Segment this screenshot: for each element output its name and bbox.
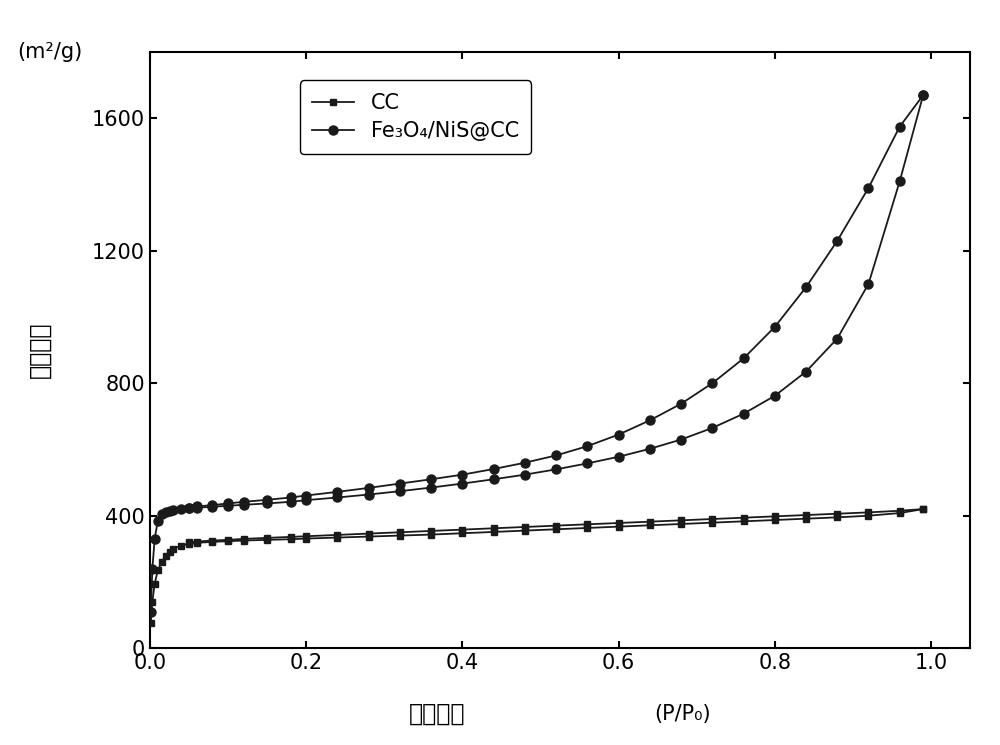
CC: [146, 597, 158, 606]
Legend: CC, Fe₃O₄/NiS@CC: CC, Fe₃O₄/NiS@CC: [300, 80, 531, 153]
Fe₃O₄/NiS@CC: [738, 409, 750, 418]
CC: [164, 548, 176, 557]
CC: [191, 539, 203, 548]
CC: [145, 619, 157, 628]
Fe₃O₄/NiS@CC: [894, 177, 906, 186]
Fe₃O₄/NiS@CC: [862, 279, 874, 288]
CC: [156, 557, 168, 566]
Fe₃O₄/NiS@CC: [331, 493, 343, 502]
Fe₃O₄/NiS@CC: [706, 423, 718, 432]
Fe₃O₄/NiS@CC: [800, 367, 812, 376]
CC: [488, 527, 500, 536]
Fe₃O₄/NiS@CC: [917, 91, 929, 100]
Fe₃O₄/NiS@CC: [285, 498, 297, 507]
Fe₃O₄/NiS@CC: [238, 501, 250, 510]
Fe₃O₄/NiS@CC: [160, 507, 172, 516]
CC: [175, 541, 187, 550]
Line: CC: CC: [147, 506, 927, 627]
Text: 相对压力: 相对压力: [409, 702, 465, 726]
Text: (P/P₀): (P/P₀): [655, 704, 711, 723]
CC: [363, 532, 375, 541]
Fe₃O₄/NiS@CC: [394, 486, 406, 495]
CC: [738, 517, 750, 526]
CC: [222, 536, 234, 545]
Fe₃O₄/NiS@CC: [675, 435, 687, 444]
Fe₃O₄/NiS@CC: [519, 470, 531, 479]
Fe₃O₄/NiS@CC: [261, 499, 273, 508]
CC: [917, 504, 929, 513]
CC: [331, 533, 343, 542]
Fe₃O₄/NiS@CC: [222, 501, 234, 510]
CC: [425, 530, 437, 539]
CC: [519, 526, 531, 535]
CC: [831, 513, 843, 522]
CC: [167, 545, 179, 554]
CC: [769, 516, 781, 524]
Fe₃O₄/NiS@CC: [175, 504, 187, 513]
Fe₃O₄/NiS@CC: [363, 490, 375, 499]
Fe₃O₄/NiS@CC: [149, 534, 161, 543]
Fe₃O₄/NiS@CC: [191, 504, 203, 513]
CC: [800, 514, 812, 523]
Fe₃O₄/NiS@CC: [644, 444, 656, 453]
Fe₃O₄/NiS@CC: [613, 452, 625, 461]
Fe₃O₄/NiS@CC: [456, 479, 468, 488]
Text: (m²/g): (m²/g): [17, 42, 83, 62]
Fe₃O₄/NiS@CC: [146, 564, 158, 573]
CC: [238, 536, 250, 545]
Fe₃O₄/NiS@CC: [550, 465, 562, 474]
Text: 吸附体积: 吸附体积: [27, 322, 51, 378]
CC: [706, 519, 718, 527]
CC: [149, 579, 161, 588]
Fe₃O₄/NiS@CC: [206, 502, 218, 511]
CC: [675, 519, 687, 528]
CC: [261, 536, 273, 545]
CC: [581, 524, 593, 533]
CC: [183, 539, 195, 548]
Fe₃O₄/NiS@CC: [300, 495, 312, 504]
CC: [285, 535, 297, 544]
CC: [160, 551, 172, 560]
CC: [206, 537, 218, 546]
CC: [394, 531, 406, 540]
Fe₃O₄/NiS@CC: [769, 391, 781, 400]
Fe₃O₄/NiS@CC: [145, 607, 157, 616]
Fe₃O₄/NiS@CC: [183, 504, 195, 513]
Fe₃O₄/NiS@CC: [581, 459, 593, 468]
Fe₃O₄/NiS@CC: [831, 334, 843, 343]
Fe₃O₄/NiS@CC: [425, 483, 437, 492]
Fe₃O₄/NiS@CC: [164, 507, 176, 516]
Fe₃O₄/NiS@CC: [167, 505, 179, 514]
CC: [644, 521, 656, 530]
CC: [152, 566, 164, 575]
CC: [613, 522, 625, 531]
CC: [894, 509, 906, 518]
CC: [550, 524, 562, 533]
CC: [456, 529, 468, 538]
CC: [862, 511, 874, 520]
Fe₃O₄/NiS@CC: [152, 516, 164, 525]
Fe₃O₄/NiS@CC: [488, 475, 500, 484]
CC: [300, 534, 312, 543]
Line: Fe₃O₄/NiS@CC: Fe₃O₄/NiS@CC: [146, 91, 928, 616]
Fe₃O₄/NiS@CC: [156, 510, 168, 519]
